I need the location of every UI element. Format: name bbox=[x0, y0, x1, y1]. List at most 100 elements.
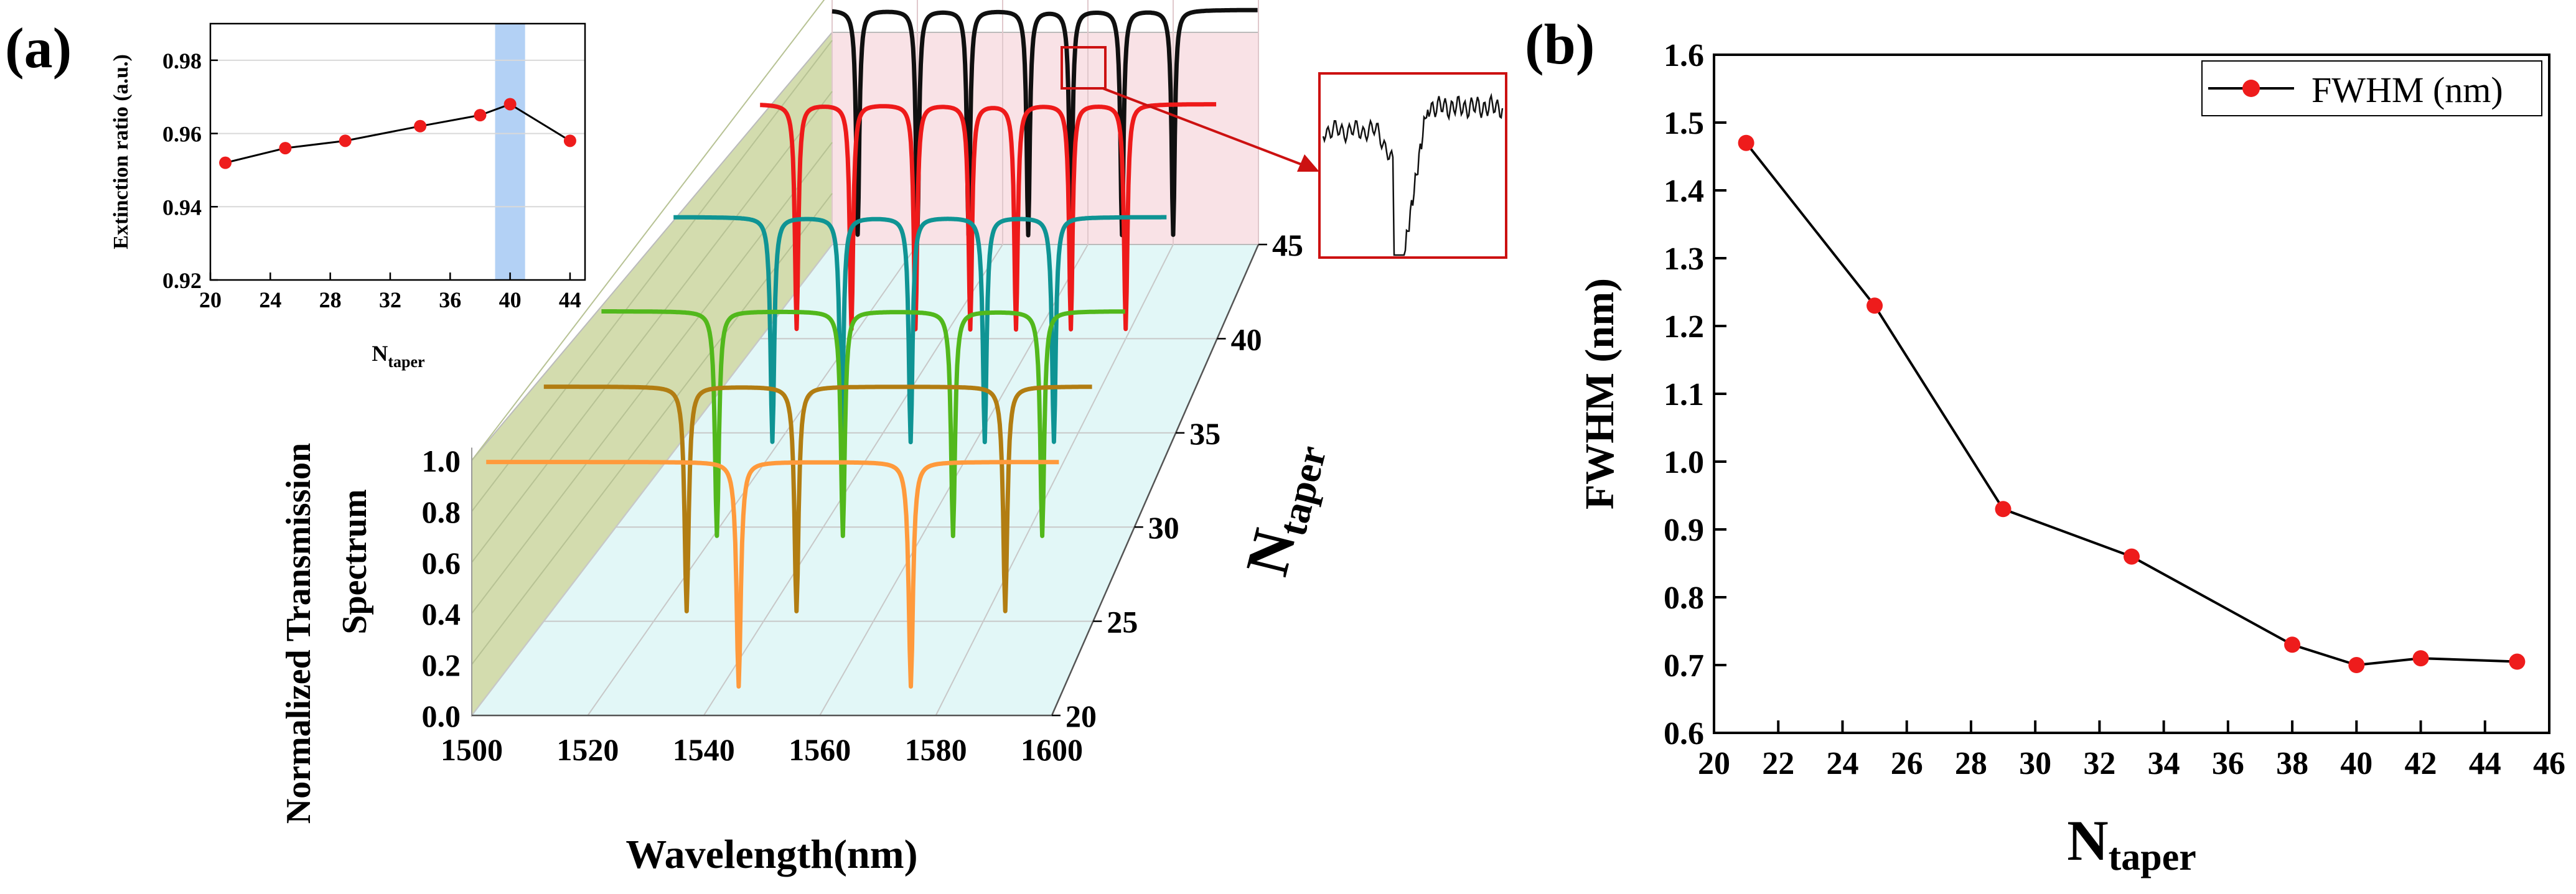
fwhm-point bbox=[1738, 134, 1754, 151]
inset-point bbox=[503, 98, 517, 111]
wf-y-tick-label: 0.8 bbox=[422, 495, 461, 529]
waterfall-back-wall bbox=[831, 32, 1259, 245]
fwhm-y-tick-label: 1.6 bbox=[1664, 38, 1704, 73]
inset-x-tick-label: 40 bbox=[499, 287, 522, 312]
zoom-detail-curve bbox=[1322, 92, 1504, 256]
waterfall-y-ticks: 0.0 0.2 0.4 0.6 0.8 1.0 bbox=[422, 244, 1260, 733]
waterfall-y-label-line2: Spectrum bbox=[335, 489, 374, 634]
wf-z-tick-label: 40 bbox=[1231, 322, 1262, 356]
fwhm-point bbox=[1995, 501, 2012, 518]
inset-x-tick-label: 32 bbox=[379, 287, 401, 312]
inset-point bbox=[474, 109, 487, 122]
wf-y-tick-label: 0.2 bbox=[422, 648, 461, 682]
inset-x-label: Ntaper bbox=[372, 341, 424, 371]
wf-floor-grid-line bbox=[587, 244, 918, 716]
fwhm-legend-text: FWHM (nm) bbox=[2311, 70, 2503, 110]
fwhm-x-tick-label: 40 bbox=[2340, 746, 2372, 781]
wf-x-tick-label: 1580 bbox=[905, 732, 967, 767]
wf-y-tick-label: 1.0 bbox=[422, 444, 461, 478]
waterfall-z-label-sub: taper bbox=[1270, 442, 1334, 541]
wf-x-tick-label: 1560 bbox=[789, 732, 851, 767]
fwhm-x-tick-label: 46 bbox=[2533, 746, 2565, 781]
wf-spectrum-line bbox=[830, 7, 1259, 238]
fwhm-x-label-main: N bbox=[2067, 809, 2108, 872]
fwhm-point bbox=[2412, 650, 2429, 667]
wf-y-tick-label: 0.0 bbox=[422, 699, 461, 733]
fwhm-x-tick-label: 20 bbox=[1698, 746, 1730, 781]
fwhm-y-tick-label: 1.3 bbox=[1664, 241, 1704, 277]
wf-spectrum-line bbox=[672, 215, 1168, 445]
zoom-arrow bbox=[1102, 87, 1311, 169]
inset-point bbox=[279, 142, 292, 155]
wf-y-tick-label: 0.6 bbox=[422, 546, 461, 580]
wf-spectrum-line bbox=[485, 460, 1061, 689]
fwhm-series bbox=[1738, 134, 2526, 673]
fwhm-x-tick-label: 36 bbox=[2212, 746, 2244, 781]
wf-x-tick-label: 1500 bbox=[441, 732, 503, 767]
inset-y-label: Extinction ratio (a.u.) bbox=[110, 54, 133, 249]
inset-series bbox=[219, 98, 576, 169]
wf-spectrum-line bbox=[600, 309, 1126, 538]
zoom-detail-box bbox=[1318, 72, 1507, 259]
inset-point bbox=[219, 156, 232, 169]
fwhm-legend-marker bbox=[2242, 80, 2260, 97]
wf-z-axis-line bbox=[1051, 244, 1260, 716]
zoom-arrowhead bbox=[1297, 154, 1319, 172]
waterfall-series bbox=[485, 7, 1259, 689]
inset-point bbox=[563, 134, 576, 147]
waterfall-z-label: Ntaper bbox=[1234, 435, 1335, 583]
fwhm-x-tick-label: 34 bbox=[2148, 746, 2180, 781]
inset-x-tick-label: 36 bbox=[439, 287, 461, 312]
inset-x-tick-label: 20 bbox=[199, 287, 222, 312]
wf-z-tick-label: 20 bbox=[1066, 699, 1097, 733]
fwhm-x-ticks: 20 22 24 26 28 30 32 34 36 38 40 42 44 46 bbox=[1698, 720, 2565, 781]
inset-x-label-main: N bbox=[372, 341, 388, 366]
inset-y-ticks: 0.92 0.94 0.96 0.98 bbox=[162, 49, 218, 293]
fwhm-y-tick-label: 1.5 bbox=[1664, 106, 1704, 141]
panel-a-label: (a) bbox=[5, 16, 72, 80]
waterfall-x-ticks: 1500 1520 1540 1560 1580 1600 bbox=[441, 732, 1083, 767]
fwhm-y-tick-label: 0.8 bbox=[1664, 580, 1704, 616]
fwhm-frame bbox=[1713, 54, 2550, 734]
fwhm-x-tick-label: 44 bbox=[2469, 746, 2501, 781]
inset-x-ticks: 20 24 28 32 36 40 44 bbox=[199, 272, 581, 312]
inset-x-tick-label: 24 bbox=[259, 287, 281, 312]
wf-z-tick-label: 35 bbox=[1189, 416, 1220, 451]
inset-y-tick-label: 0.96 bbox=[162, 122, 202, 147]
waterfall-x-label: Wavelength(nm) bbox=[625, 832, 917, 877]
fwhm-x-label: Ntaper bbox=[2067, 809, 2196, 878]
fwhm-y-tick-label: 1.1 bbox=[1664, 377, 1704, 412]
wf-spectrum-line bbox=[759, 102, 1218, 332]
fwhm-y-tick-label: 0.6 bbox=[1664, 716, 1704, 752]
fwhm-point bbox=[1866, 297, 1883, 314]
fwhm-point bbox=[2124, 548, 2140, 565]
inset-chart: 0.92 0.94 0.96 0.98 20 24 28 32 36 40 44 Extincti… bbox=[110, 22, 586, 371]
inset-point bbox=[414, 119, 427, 133]
panel-b-label: (b) bbox=[1525, 12, 1595, 76]
wf-floor-grid-line bbox=[703, 244, 1003, 716]
fwhm-point bbox=[2284, 636, 2301, 653]
inset-x-tick-label: 28 bbox=[319, 287, 342, 312]
fwhm-x-tick-label: 38 bbox=[2276, 746, 2308, 781]
wf-x-tick-label: 1540 bbox=[673, 732, 735, 767]
wf-floor-grid-line bbox=[935, 244, 1174, 716]
fwhm-point bbox=[2509, 653, 2526, 670]
fwhm-legend: FWHM (nm) bbox=[2201, 60, 2542, 116]
inset-x-label-sub: taper bbox=[388, 353, 424, 371]
wf-side-grid-line bbox=[471, 193, 833, 665]
inset-grid bbox=[210, 59, 585, 281]
waterfall-chart: 1500 1520 1540 1560 1580 1600 0.0 0.2 0.4 0.6 0.8… bbox=[279, 0, 1507, 877]
fwhm-x-tick-label: 28 bbox=[1955, 746, 1987, 781]
inset-frame bbox=[209, 22, 586, 281]
inset-x-tick-label: 44 bbox=[559, 287, 581, 312]
wf-z-tick-label: 45 bbox=[1272, 228, 1303, 263]
fwhm-x-tick-label: 42 bbox=[2405, 746, 2437, 781]
fwhm-x-tick-label: 32 bbox=[2083, 746, 2115, 781]
fwhm-x-label-sub: taper bbox=[2109, 836, 2196, 878]
fwhm-line bbox=[1745, 142, 2517, 667]
fwhm-y-tick-label: 0.9 bbox=[1664, 513, 1704, 548]
waterfall-y-label-line1: Normalized Transmission bbox=[279, 443, 318, 824]
wf-spectrum-line bbox=[543, 384, 1094, 613]
fwhm-x-tick-label: 24 bbox=[1826, 746, 1858, 781]
